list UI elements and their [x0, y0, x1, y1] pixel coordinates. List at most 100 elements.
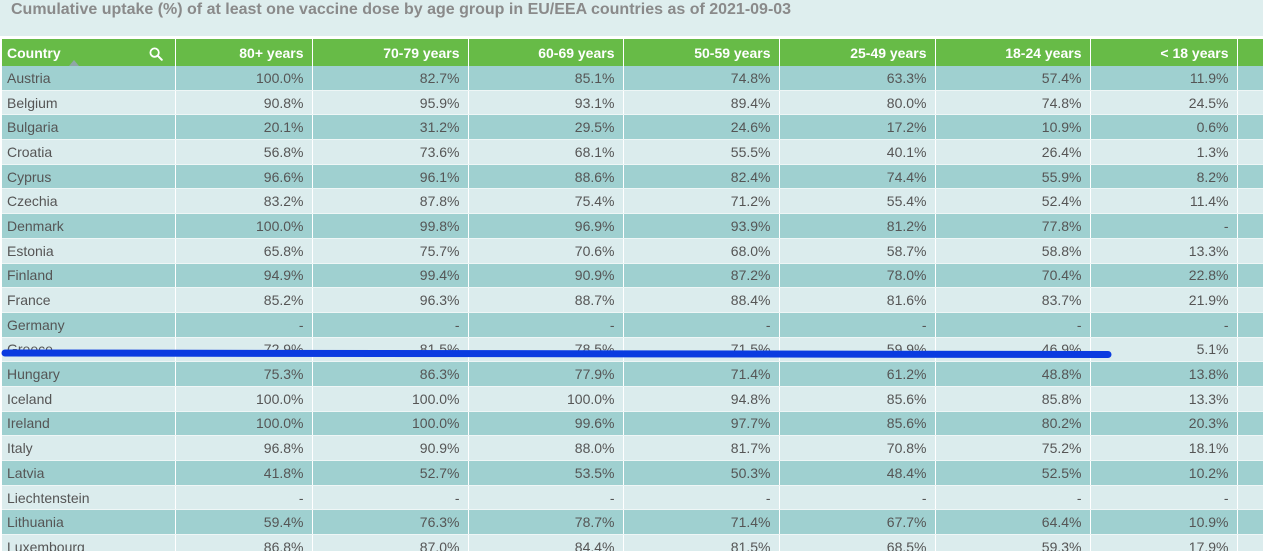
value-cell-80plus: 100.0% — [175, 386, 312, 411]
header-spacer — [1237, 39, 1263, 66]
column-header-50-59[interactable]: 50-59 years — [623, 39, 779, 66]
row-spacer — [1237, 386, 1263, 411]
value-cell-25-49: 55.4% — [779, 189, 935, 214]
row-spacer — [1237, 485, 1263, 510]
column-header-25-49[interactable]: 25-49 years — [779, 39, 935, 66]
value-cell-60-69: 77.9% — [468, 362, 623, 387]
value-cell-70-79: 52.7% — [312, 461, 468, 486]
table-row[interactable]: Austria 100.0% 82.7% 85.1% 74.8% 63.3% 57.4% 11… — [2, 66, 1263, 90]
table-row[interactable]: Iceland 100.0% 100.0% 100.0% 94.8% 85.6% 85.8%… — [2, 386, 1263, 411]
row-spacer — [1237, 535, 1263, 551]
value-cell-70-79: - — [312, 312, 468, 337]
value-cell-25-49: 61.2% — [779, 362, 935, 387]
value-cell-25-49: 40.1% — [779, 140, 935, 165]
table-row[interactable]: Bulgaria 20.1% 31.2% 29.5% 24.6% 17.2% 10.9% 0.… — [2, 115, 1263, 140]
country-cell: Cyprus — [2, 164, 175, 189]
table-row[interactable]: Italy 96.8% 90.9% 88.0% 81.7% 70.8% 75.2% 18.1% — [2, 436, 1263, 461]
row-spacer — [1237, 164, 1263, 189]
row-spacer — [1237, 263, 1263, 288]
value-cell-18-24: 57.4% — [935, 66, 1090, 90]
table-row[interactable]: Lithuania 59.4% 76.3% 78.7% 71.4% 67.7% 64.4% 1… — [2, 510, 1263, 535]
column-header-70-79[interactable]: 70-79 years — [312, 39, 468, 66]
value-cell-under-18: 0.6% — [1090, 115, 1237, 140]
table-row[interactable]: Cyprus 96.6% 96.1% 88.6% 82.4% 74.4% 55.9% 8.2% — [2, 164, 1263, 189]
value-cell-18-24: 83.7% — [935, 288, 1090, 313]
column-header-under-18[interactable]: < 18 years — [1090, 39, 1237, 66]
value-cell-60-69: 53.5% — [468, 461, 623, 486]
column-header-60-69[interactable]: 60-69 years — [468, 39, 623, 66]
value-cell-18-24: 77.8% — [935, 214, 1090, 239]
value-cell-60-69: 93.1% — [468, 90, 623, 115]
search-button[interactable] — [137, 39, 175, 66]
row-spacer — [1237, 510, 1263, 535]
uptake-table: Country 80+ years 70-79 years 60-69 year… — [2, 39, 1263, 551]
table-row[interactable]: Hungary 75.3% 86.3% 77.9% 71.4% 61.2% 48.8% 13.… — [2, 362, 1263, 387]
value-cell-70-79: 76.3% — [312, 510, 468, 535]
row-spacer — [1237, 238, 1263, 263]
value-cell-70-79: 31.2% — [312, 115, 468, 140]
country-cell: Finland — [2, 263, 175, 288]
value-cell-50-59: - — [623, 485, 779, 510]
table-row[interactable]: Estonia 65.8% 75.7% 70.6% 68.0% 58.7% 58.8% 13.… — [2, 238, 1263, 263]
row-spacer — [1237, 461, 1263, 486]
value-cell-50-59: 71.2% — [623, 189, 779, 214]
value-cell-25-49: 48.4% — [779, 461, 935, 486]
value-cell-under-18: 8.2% — [1090, 164, 1237, 189]
value-cell-80plus: 59.4% — [175, 510, 312, 535]
value-cell-50-59: 82.4% — [623, 164, 779, 189]
column-header-label: Country — [7, 45, 61, 61]
value-cell-under-18: 5.1% — [1090, 337, 1237, 362]
table-body: Austria 100.0% 82.7% 85.1% 74.8% 63.3% 57.4% 11… — [2, 66, 1263, 551]
country-cell: Austria — [2, 66, 175, 90]
value-cell-80plus: 86.8% — [175, 535, 312, 551]
column-header-80plus[interactable]: 80+ years — [175, 39, 312, 66]
value-cell-70-79: 73.6% — [312, 140, 468, 165]
value-cell-60-69: 70.6% — [468, 238, 623, 263]
value-cell-80plus: 90.8% — [175, 90, 312, 115]
value-cell-under-18: 10.2% — [1090, 461, 1237, 486]
table-row[interactable]: Belgium 90.8% 95.9% 93.1% 89.4% 80.0% 74.8% 24.… — [2, 90, 1263, 115]
value-cell-under-18: 24.5% — [1090, 90, 1237, 115]
table-row[interactable]: France 85.2% 96.3% 88.7% 88.4% 81.6% 83.7% 21.9… — [2, 288, 1263, 313]
table-row[interactable]: Czechia 83.2% 87.8% 75.4% 71.2% 55.4% 52.4% 11.… — [2, 189, 1263, 214]
value-cell-50-59: 94.8% — [623, 386, 779, 411]
value-cell-25-49: 58.7% — [779, 238, 935, 263]
value-cell-under-18: 1.3% — [1090, 140, 1237, 165]
row-spacer — [1237, 436, 1263, 461]
value-cell-under-18: 20.3% — [1090, 411, 1237, 436]
table-row[interactable]: Latvia 41.8% 52.7% 53.5% 50.3% 48.4% 52.5% 10.2… — [2, 461, 1263, 486]
value-cell-80plus: 65.8% — [175, 238, 312, 263]
value-cell-25-49: - — [779, 485, 935, 510]
table-row[interactable]: Liechtenstein - - - - - - - — [2, 485, 1263, 510]
table-row[interactable]: Finland 94.9% 99.4% 90.9% 87.2% 78.0% 70.4% 22.… — [2, 263, 1263, 288]
country-cell: Liechtenstein — [2, 485, 175, 510]
value-cell-80plus: 20.1% — [175, 115, 312, 140]
value-cell-80plus: 100.0% — [175, 66, 312, 90]
table-row[interactable]: Germany - - - - - - - — [2, 312, 1263, 337]
table-row[interactable]: Ireland 100.0% 100.0% 99.6% 97.7% 85.6% 80.2% 2… — [2, 411, 1263, 436]
value-cell-under-18: 13.3% — [1090, 386, 1237, 411]
value-cell-80plus: 75.3% — [175, 362, 312, 387]
value-cell-25-49: 68.5% — [779, 535, 935, 551]
value-cell-60-69: 88.6% — [468, 164, 623, 189]
country-cell: Luxembourg — [2, 535, 175, 551]
table-row[interactable]: Luxembourg 86.8% 87.0% 84.4% 81.5% 68.5% 59.3%… — [2, 535, 1263, 551]
value-cell-50-59: 74.8% — [623, 66, 779, 90]
value-cell-60-69: 88.0% — [468, 436, 623, 461]
value-cell-70-79: 87.0% — [312, 535, 468, 551]
row-spacer — [1237, 90, 1263, 115]
country-cell: Bulgaria — [2, 115, 175, 140]
value-cell-18-24: 70.4% — [935, 263, 1090, 288]
value-cell-80plus: 41.8% — [175, 461, 312, 486]
value-cell-under-18: - — [1090, 214, 1237, 239]
value-cell-18-24: 48.8% — [935, 362, 1090, 387]
country-cell: Latvia — [2, 461, 175, 486]
column-header-18-24[interactable]: 18-24 years — [935, 39, 1090, 66]
sort-arrow-icon[interactable] — [69, 60, 79, 66]
value-cell-18-24: - — [935, 312, 1090, 337]
table-row[interactable]: Denmark 100.0% 99.8% 96.9% 93.9% 81.2% 77.8% - — [2, 214, 1263, 239]
column-header-country[interactable]: Country — [2, 39, 137, 66]
table-row[interactable]: Croatia 56.8% 73.6% 68.1% 55.5% 40.1% 26.4% 1.3… — [2, 140, 1263, 165]
value-cell-70-79: 75.7% — [312, 238, 468, 263]
value-cell-60-69: - — [468, 485, 623, 510]
